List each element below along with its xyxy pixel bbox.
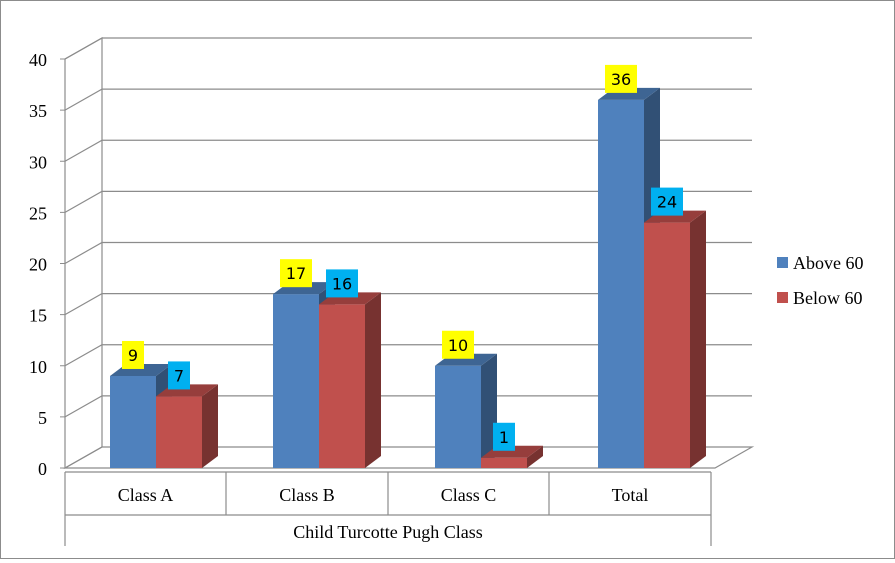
legend: Above 60 Below 60 xyxy=(777,253,864,308)
y-tick-label: 10 xyxy=(29,357,47,377)
bar-side xyxy=(365,292,381,468)
gridline xyxy=(64,37,752,60)
data-label-bg xyxy=(280,259,312,288)
gridline xyxy=(64,293,752,316)
bar-side xyxy=(202,384,218,468)
category-label: Class B xyxy=(279,485,335,505)
data-label: 10 xyxy=(448,336,468,355)
data-labels: 9 17 10 36 7 16 1 24 xyxy=(122,64,683,451)
bars xyxy=(110,87,706,469)
bar-front xyxy=(156,396,202,468)
bar xyxy=(156,384,218,468)
y-tick-label: 30 xyxy=(29,152,47,172)
data-label-bg xyxy=(168,361,190,390)
data-label: 36 xyxy=(611,70,631,89)
data-label-bg xyxy=(442,330,474,359)
legend-label: Below 60 xyxy=(793,288,863,308)
y-tick-label: 5 xyxy=(38,408,47,428)
x-axis-title: Child Turcotte Pugh Class xyxy=(293,522,483,542)
data-label-bg xyxy=(651,187,683,216)
gridline xyxy=(64,139,752,162)
bar-side xyxy=(690,210,706,468)
y-tick-label: 15 xyxy=(29,306,47,326)
bar-front xyxy=(319,304,365,468)
legend-swatch xyxy=(777,292,788,303)
data-label-bg xyxy=(122,340,144,369)
y-axis-ticks: 0 5 10 15 20 25 30 35 40 xyxy=(29,50,65,479)
y-tick-label: 0 xyxy=(38,459,47,479)
bar-front xyxy=(644,222,690,468)
gridline xyxy=(64,344,752,367)
gridlines xyxy=(64,37,752,418)
data-label: 1 xyxy=(499,428,509,447)
gridline xyxy=(64,241,752,265)
bar xyxy=(644,210,706,468)
data-label: 24 xyxy=(657,193,677,212)
bar-front xyxy=(435,365,481,468)
y-tick-label: 20 xyxy=(29,255,47,275)
data-label: 17 xyxy=(286,264,306,283)
data-label: 7 xyxy=(174,366,184,385)
y-tick-label: 40 xyxy=(29,50,47,70)
data-label: 9 xyxy=(128,346,138,365)
data-label-bg xyxy=(326,269,358,298)
data-label-bg xyxy=(493,422,515,451)
category-label: Class A xyxy=(118,485,174,505)
gridline xyxy=(64,190,752,213)
bar-front xyxy=(110,375,156,468)
data-label-bg xyxy=(605,64,637,93)
gridline xyxy=(64,88,752,111)
bar-front xyxy=(273,294,319,468)
y-tick-label: 25 xyxy=(29,203,47,223)
legend-label: Above 60 xyxy=(793,253,864,273)
bar xyxy=(319,292,381,468)
bar xyxy=(435,353,497,468)
bar-front xyxy=(598,99,644,469)
bar-front xyxy=(481,457,527,468)
gridline xyxy=(64,395,752,418)
data-label: 16 xyxy=(332,274,352,293)
x-axis: Class A Class B Class C Total Child Turcotte… xyxy=(64,471,712,546)
y-tick-label: 35 xyxy=(29,101,47,121)
legend-swatch xyxy=(777,257,788,268)
bar-side xyxy=(527,445,543,468)
category-label: Total xyxy=(612,485,649,505)
category-label: Class C xyxy=(441,485,497,505)
